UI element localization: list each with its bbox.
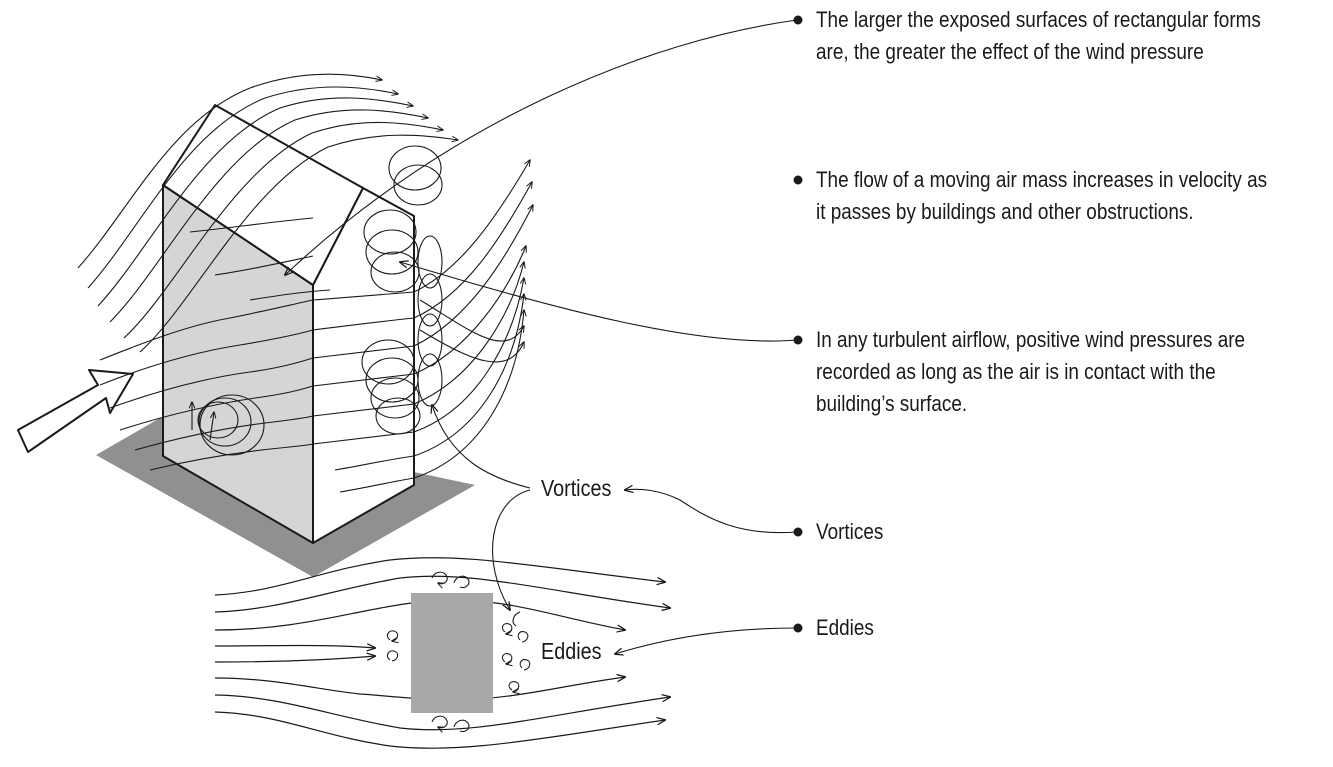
building-roof [162,104,364,286]
side-flow-lines [99,217,331,471]
annotation-line: are, the greater the effect of the wind … [816,39,1204,64]
annotation-vortices: Vortices [816,516,883,548]
annotation-eddies: Eddies [816,612,874,644]
bullet-a4 [793,527,803,537]
roof-flow-lines [77,73,458,353]
wake-flow-lines [413,160,533,479]
front-flow-lines [312,291,415,493]
edge-vortices [361,145,443,435]
leader-vortices-up [432,405,531,489]
leader-a1 [285,19,798,275]
annotation-line: The flow of a moving air mass increases … [816,167,1268,192]
side-eddy [192,394,265,456]
bullet-a3 [793,335,803,345]
building [162,104,415,544]
plan-eddies [386,571,531,731]
bullet-a5 [793,623,803,633]
annotation-exposed-surfaces: The larger the exposed surfaces of recta… [816,4,1261,68]
bullets [793,15,803,633]
annotation-line: In any turbulent airflow, positive wind … [816,327,1246,352]
annotation-line: The larger the exposed surfaces of recta… [816,7,1261,32]
label-vortices: Vortices [541,475,612,501]
annotation-line: it passes by buildings and other obstruc… [816,199,1194,224]
plan-flow-lines [214,557,670,749]
annotation-line: building’s surface. [816,391,968,416]
annotation-velocity: The flow of a moving air mass increases … [816,164,1267,228]
bullet-a2 [793,175,803,185]
annotation-line: Eddies [816,615,874,640]
leader-lines [285,19,798,654]
annotation-line: recorded as long as the air is in contac… [816,359,1216,384]
leader-a3 [400,262,798,342]
bullet-a1 [793,15,803,25]
leader-vortices-down [492,489,531,610]
label-eddies: Eddies [541,638,602,664]
wind-direction-arrow [17,369,134,453]
leader-a5 [615,627,798,654]
annotation-positive-pressure: In any turbulent airflow, positive wind … [816,324,1245,420]
plan-building-block [411,593,493,713]
annotation-line: Vortices [816,519,884,544]
leader-a4 [625,489,798,534]
